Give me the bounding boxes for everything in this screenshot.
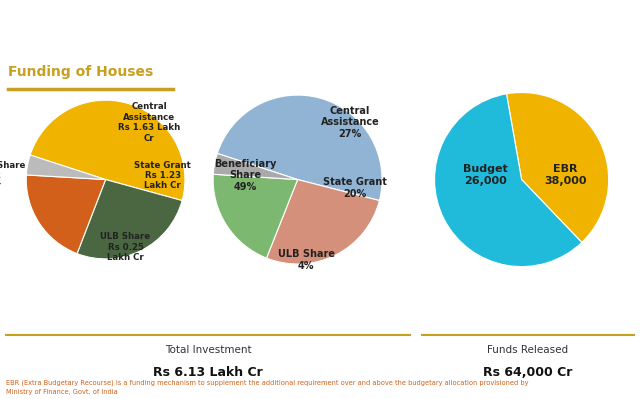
Text: Budget
26,000: Budget 26,000	[463, 164, 508, 186]
Text: Total Investment: Total Investment	[164, 345, 252, 356]
Wedge shape	[266, 180, 380, 264]
Text: EBR
38,000: EBR 38,000	[544, 164, 586, 186]
Text: Rs 6.13 Lakh Cr: Rs 6.13 Lakh Cr	[153, 366, 263, 379]
Text: Beneficiary Share
Rs 3.02
Lakh Cr: Beneficiary Share Rs 3.02 Lakh Cr	[0, 161, 26, 190]
Text: Funds Released: Funds Released	[488, 345, 568, 356]
Wedge shape	[506, 93, 609, 243]
Text: Central
Assistance
27%: Central Assistance 27%	[321, 105, 380, 139]
Text: Beneficiary
Share
49%: Beneficiary Share 49%	[214, 159, 276, 192]
Text: ULB Share
4%: ULB Share 4%	[278, 249, 335, 271]
Text: EBR (Extra Budgetary Recourse) is a funding mechanism to supplement the addition: EBR (Extra Budgetary Recourse) is a fund…	[6, 380, 529, 395]
Text: State Grant
20%: State Grant 20%	[323, 177, 387, 199]
Text: Rs 64,000 Cr: Rs 64,000 Cr	[483, 366, 573, 379]
Wedge shape	[30, 100, 185, 201]
Text: Funding of Houses: Funding of Houses	[8, 65, 153, 79]
Text: Finance & Economy: Finance & Economy	[8, 22, 206, 40]
Wedge shape	[435, 94, 582, 267]
Wedge shape	[26, 155, 106, 180]
Text: ULB Share
Rs 0.25
Lakh Cr: ULB Share Rs 0.25 Lakh Cr	[100, 232, 150, 262]
Text: State Grant
Rs 1.23
Lakh Cr: State Grant Rs 1.23 Lakh Cr	[134, 161, 191, 190]
Text: Central
Assistance
Rs 1.63 Lakh
Cr: Central Assistance Rs 1.63 Lakh Cr	[118, 102, 180, 142]
Wedge shape	[77, 180, 182, 259]
Wedge shape	[213, 174, 298, 258]
Wedge shape	[26, 175, 106, 254]
Wedge shape	[213, 154, 298, 180]
Wedge shape	[217, 95, 382, 201]
